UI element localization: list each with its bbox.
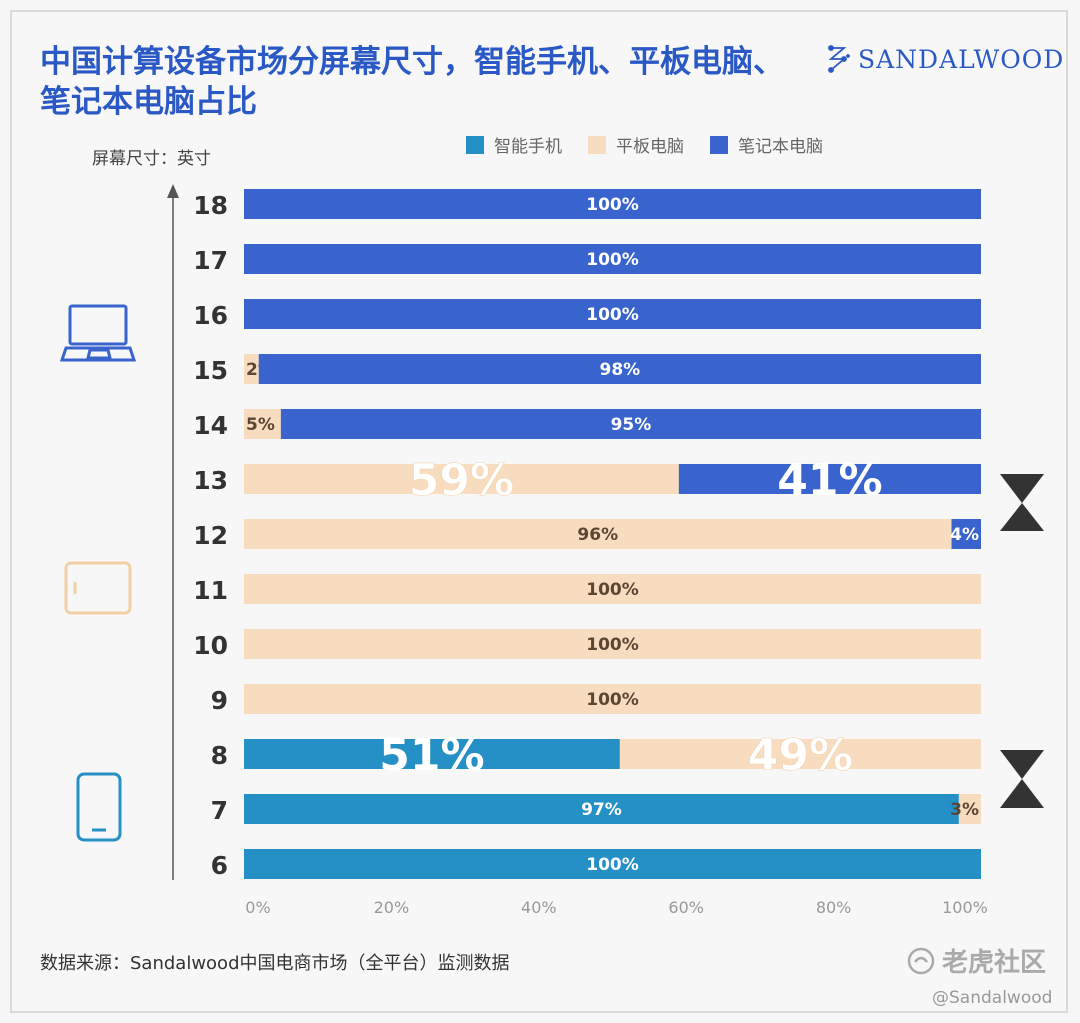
- hourglass-icon: [1000, 750, 1044, 808]
- bar-segment: [958, 794, 981, 824]
- data-label: 100%: [586, 250, 639, 270]
- bar-segment: [244, 849, 981, 879]
- x-tick-label: 20%: [374, 898, 410, 917]
- brand-name: SANDALWOOD: [858, 44, 1065, 74]
- data-label: 59%: [409, 455, 514, 506]
- legend: 智能手机 平板电脑 笔记本电脑: [466, 132, 823, 157]
- data-label: 95%: [611, 415, 652, 435]
- data-label: 97%: [581, 800, 622, 820]
- brand-logo: SANDALWOOD: [826, 44, 1064, 74]
- x-tick-label: 40%: [521, 898, 557, 917]
- bar-segment: [244, 299, 981, 329]
- sandalwood-logo-icon: [828, 45, 850, 73]
- legend-item-tablet: 平板电脑: [588, 132, 684, 157]
- y-tick-label: 16: [193, 301, 228, 330]
- data-label: 100%: [586, 690, 639, 710]
- watermark-handle: @Sandalwood: [932, 988, 1053, 1008]
- bar-segment: [244, 629, 981, 659]
- bar-segment: [244, 794, 959, 824]
- watermark-name: 老虎社区: [906, 942, 1046, 979]
- x-tick-label: 0%: [245, 898, 270, 917]
- x-tick-label: 80%: [816, 898, 852, 917]
- data-label: 100%: [586, 635, 639, 655]
- smartphone-icon: [76, 772, 122, 842]
- y-tick-label: 17: [193, 246, 228, 275]
- tablet-icon: [64, 561, 132, 615]
- bar-segment: [951, 519, 981, 549]
- bar-segment: [244, 684, 981, 714]
- data-label: 49%: [748, 730, 853, 781]
- chart-frame: [10, 10, 1068, 1013]
- bar-segment: [244, 739, 620, 769]
- data-label: 51%: [379, 730, 484, 781]
- y-axis-arrow: [167, 184, 179, 198]
- y-tick-label: 13: [193, 466, 228, 495]
- bar-segment: [244, 189, 981, 219]
- data-label: 100%: [586, 855, 639, 875]
- data-label: 3%: [950, 800, 979, 820]
- y-tick-label: 14: [193, 411, 228, 440]
- data-label: 100%: [586, 580, 639, 600]
- data-source-note: 数据来源：Sandalwood中国电商市场（全平台）监测数据: [40, 953, 510, 974]
- data-label: 96%: [577, 525, 618, 545]
- data-label: 4%: [950, 525, 979, 545]
- bars-group: 18100%17100%16100%152%98%145%95%1359%41%…: [193, 189, 982, 880]
- tiger-logo-icon: [907, 947, 935, 974]
- bar-segment: [619, 739, 981, 769]
- hourglass-icon: [1000, 474, 1044, 531]
- data-label: 41%: [777, 455, 882, 506]
- y-tick-label: 9: [211, 686, 228, 715]
- watermark-name-text: 老虎社区: [942, 948, 1047, 978]
- x-tick-label: 100%: [942, 898, 988, 917]
- x-tick-label: 60%: [668, 898, 704, 917]
- bar-segment: [280, 409, 982, 439]
- bar-segment: [244, 464, 679, 494]
- y-tick-label: 10: [193, 631, 228, 660]
- y-tick-label: 7: [211, 796, 228, 825]
- bar-segment: [258, 354, 981, 384]
- data-label: 5%: [246, 415, 275, 435]
- x-ticks-group: 0% 20% 40% 60% 80% 100%: [245, 898, 988, 917]
- y-tick-label: 12: [193, 521, 228, 550]
- y-tick-label: 8: [211, 741, 228, 770]
- chart-title: 中国计算设备市场分屏幕尺寸，智能手机、平板电脑、笔记本电脑占比: [40, 44, 784, 120]
- bar-segment: [244, 409, 281, 439]
- y-tick-label: 15: [193, 356, 228, 385]
- bar-segment: [244, 519, 952, 549]
- y-tick-label: 18: [193, 191, 228, 220]
- y-tick-label: 6: [211, 851, 228, 880]
- y-axis-title: 屏幕尺寸：英寸: [92, 149, 211, 169]
- legend-swatch-smartphone: [466, 135, 484, 154]
- legend-label-laptop: 笔记本电脑: [738, 137, 823, 157]
- bar-segment: [244, 244, 981, 274]
- legend-label-tablet: 平板电脑: [616, 137, 684, 157]
- bar-segment: [678, 464, 981, 494]
- laptop-icon: [59, 304, 137, 362]
- y-tick-label: 11: [193, 576, 228, 605]
- bar-segment: [244, 574, 981, 604]
- data-label: 98%: [600, 360, 641, 380]
- legend-item-smartphone: 智能手机: [466, 132, 562, 157]
- data-label: 100%: [586, 195, 639, 215]
- bar-segment: [244, 354, 259, 384]
- data-label: 100%: [586, 305, 639, 325]
- legend-swatch-laptop: [710, 135, 728, 154]
- legend-swatch-tablet: [588, 135, 606, 154]
- legend-label-smartphone: 智能手机: [494, 137, 562, 157]
- legend-item-laptop: 笔记本电脑: [710, 132, 823, 157]
